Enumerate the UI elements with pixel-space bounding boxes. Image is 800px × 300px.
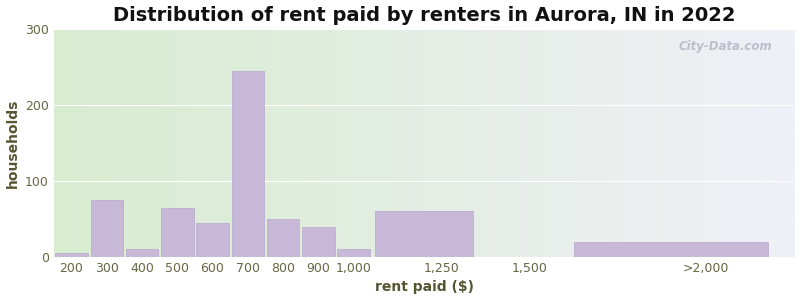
Bar [161, 208, 194, 257]
Bar [231, 71, 264, 257]
Y-axis label: households: households [6, 98, 19, 188]
Bar [338, 249, 370, 257]
Text: City-Data.com: City-Data.com [678, 40, 772, 53]
Bar [302, 226, 334, 257]
Bar [126, 249, 158, 257]
Bar [90, 200, 123, 257]
Bar [196, 223, 229, 257]
Bar [574, 242, 768, 257]
Bar [267, 219, 299, 257]
Title: Distribution of rent paid by renters in Aurora, IN in 2022: Distribution of rent paid by renters in … [113, 6, 735, 25]
Bar [375, 212, 473, 257]
X-axis label: rent paid ($): rent paid ($) [374, 280, 474, 294]
Bar [55, 253, 88, 257]
